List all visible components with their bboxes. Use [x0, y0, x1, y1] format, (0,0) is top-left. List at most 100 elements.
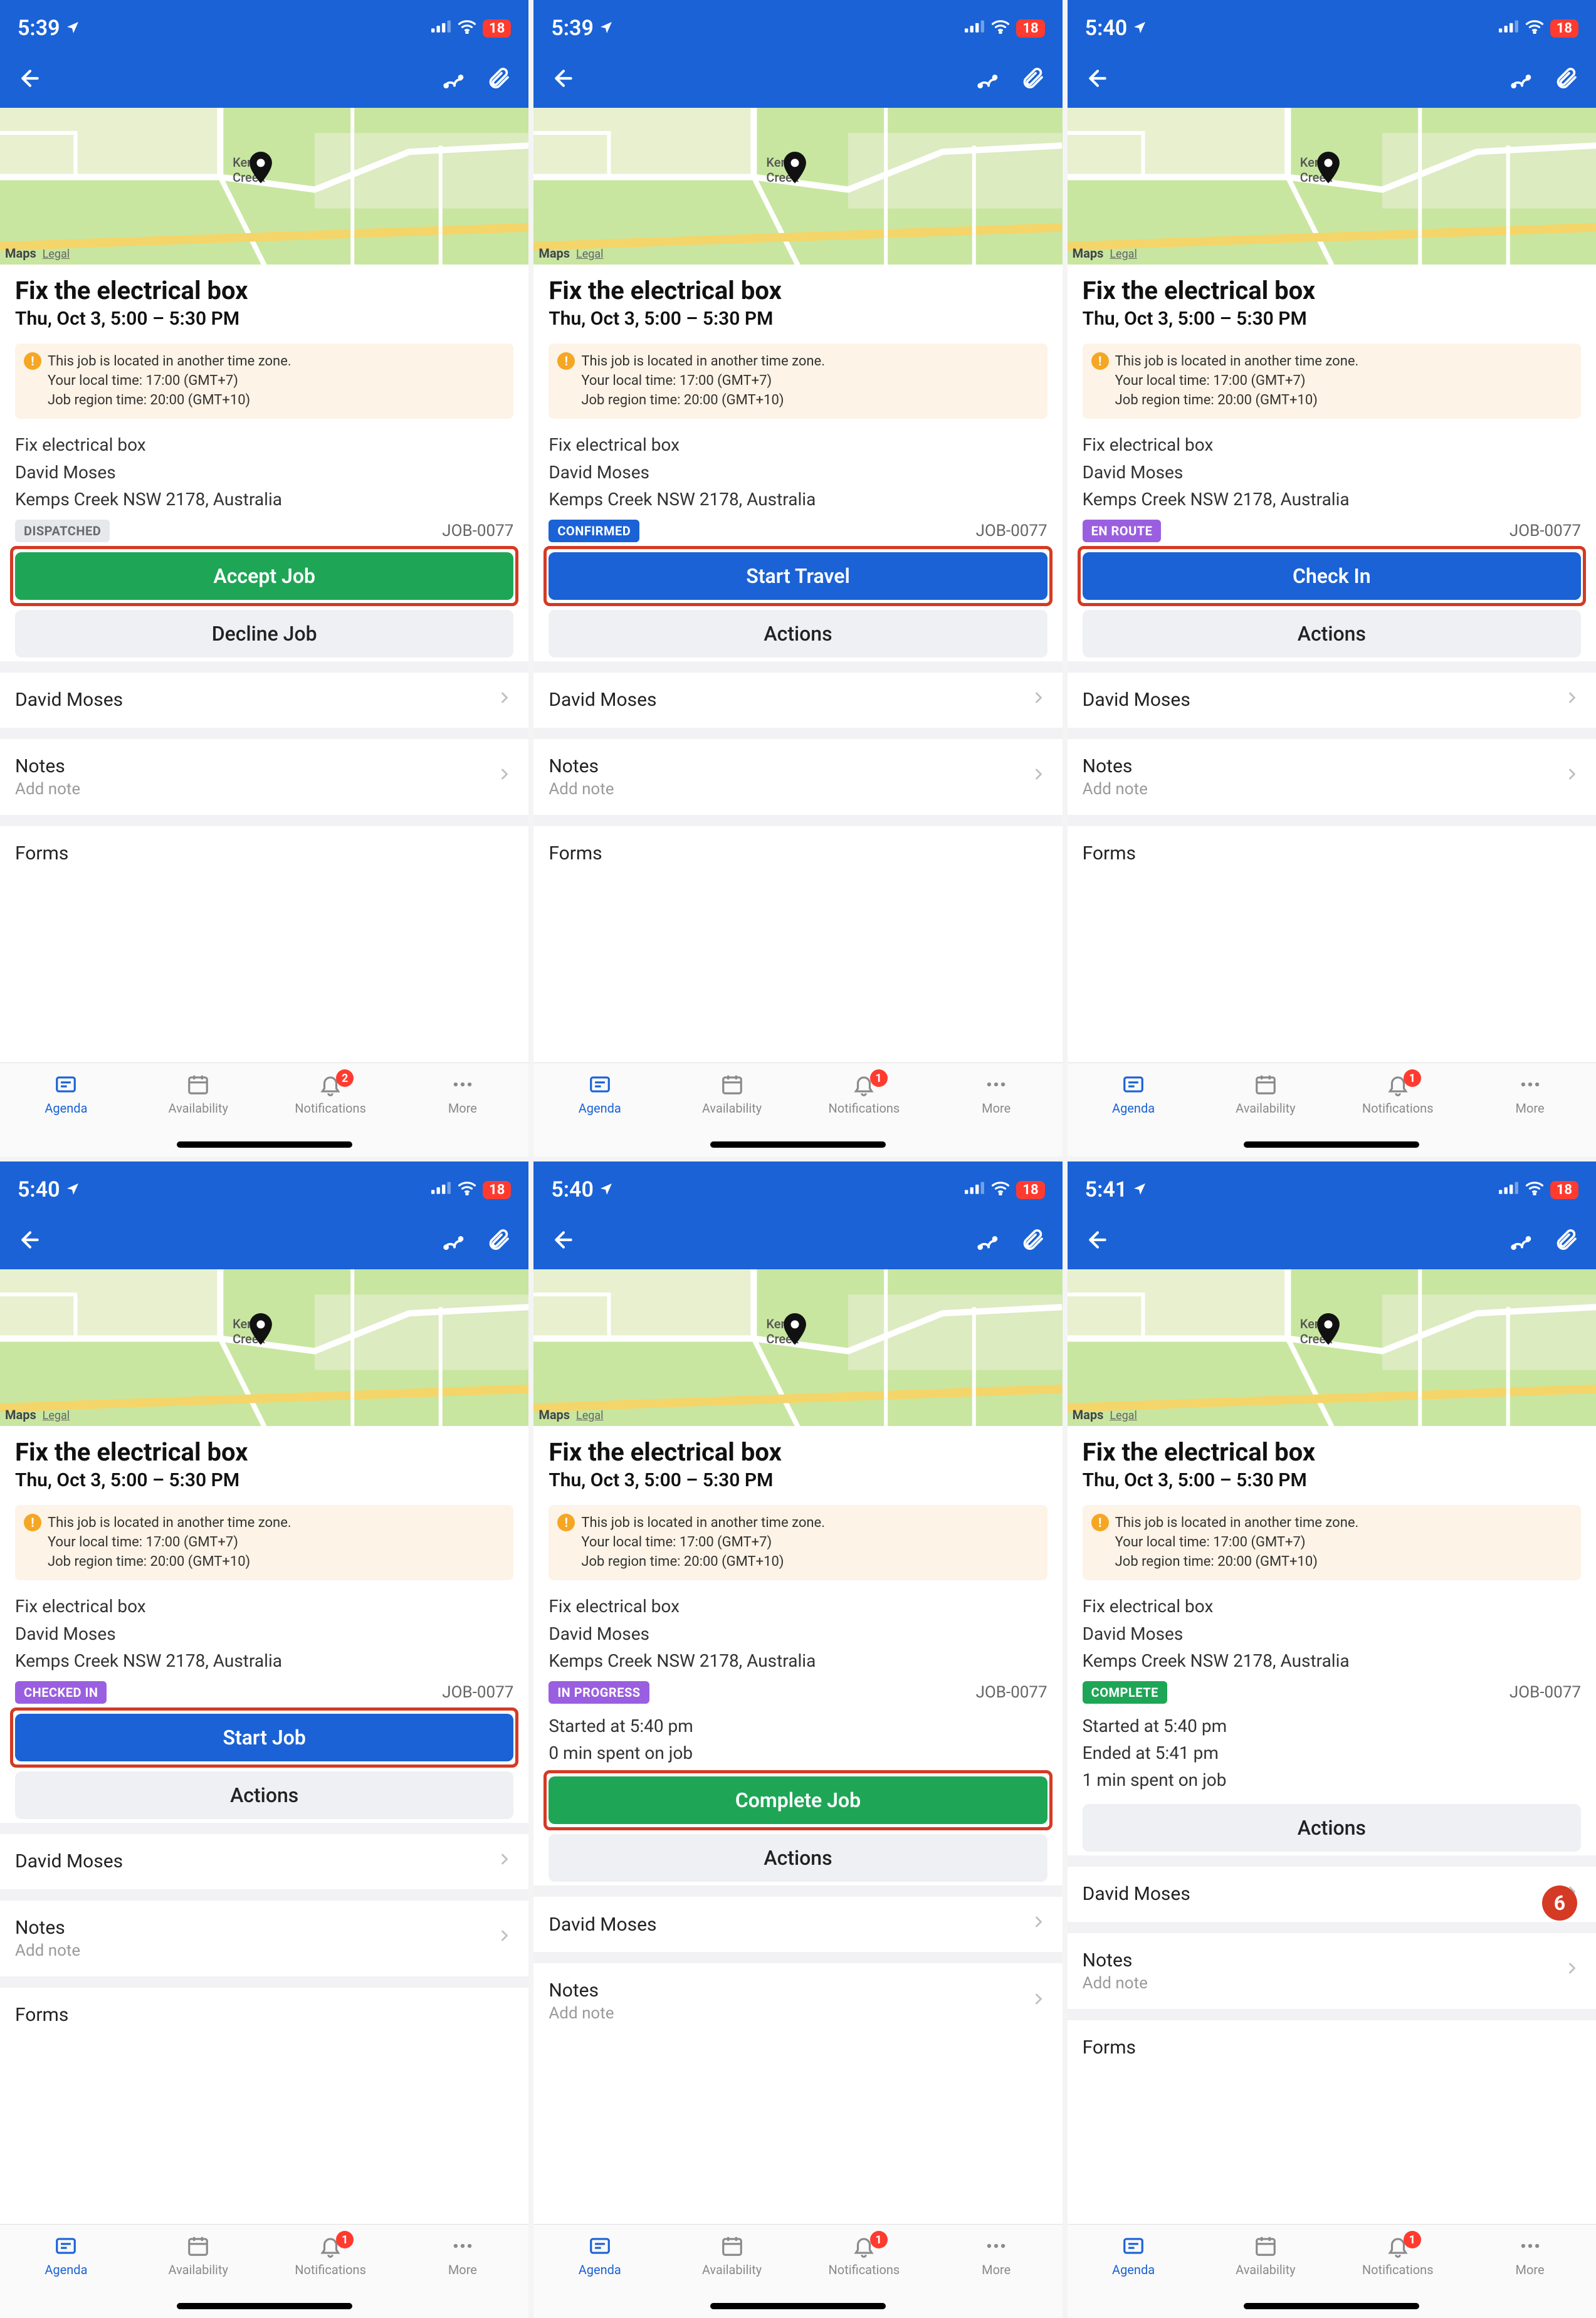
primary-action-button[interactable]: Complete Job	[549, 1776, 1047, 1824]
notes-placeholder: Add note	[1083, 1974, 1148, 1993]
chevron-right-icon	[1030, 1990, 1047, 2013]
contact-name: David Moses	[549, 689, 656, 711]
attachment-icon[interactable]	[486, 66, 511, 93]
route-icon[interactable]	[442, 1227, 467, 1255]
notes-placeholder: Add note	[15, 780, 80, 799]
tab-agenda[interactable]: Agenda	[547, 2233, 653, 2277]
secondary-action-button[interactable]: Actions	[1083, 610, 1581, 658]
location-arrow-icon	[599, 1177, 614, 1202]
attachment-icon[interactable]	[486, 1227, 511, 1255]
back-button[interactable]	[1085, 66, 1110, 93]
contact-row[interactable]: David Moses	[0, 1834, 528, 1889]
tab-more[interactable]: More	[943, 2233, 1049, 2277]
map-preview[interactable]: KempsCreek Maps Legal	[533, 1269, 1062, 1426]
attachment-icon[interactable]	[1020, 66, 1045, 93]
tab-availability[interactable]: Availability	[679, 1072, 785, 1116]
location-arrow-icon	[65, 1177, 80, 1202]
route-icon[interactable]	[976, 66, 1001, 93]
tab-availability[interactable]: Availability	[1213, 1072, 1319, 1116]
tab-more[interactable]: More	[410, 2233, 516, 2277]
tab-notifications[interactable]: 2 Notifications	[278, 1072, 384, 1116]
route-icon[interactable]	[1509, 1227, 1535, 1255]
screenshot-2: 5:39 18 KempsCreek	[533, 0, 1062, 1156]
attachment-icon[interactable]	[1553, 66, 1578, 93]
map-preview[interactable]: KempsCreek Maps Legal	[0, 1269, 528, 1426]
job-title: Fix the electrical box	[1083, 1437, 1581, 1467]
job-schedule: Thu, Oct 3, 5:00 – 5:30 PM	[1083, 1469, 1581, 1491]
route-icon[interactable]	[976, 1227, 1001, 1255]
attachment-icon[interactable]	[1020, 1227, 1045, 1255]
secondary-action-button[interactable]: Actions	[15, 1771, 513, 1819]
tab-more[interactable]: More	[1477, 1072, 1583, 1116]
notes-label: Notes	[549, 1980, 614, 2001]
back-button[interactable]	[1085, 1227, 1110, 1255]
notes-row[interactable]: Notes Add note	[533, 739, 1062, 815]
notes-row[interactable]: Notes Add note	[0, 1901, 528, 1976]
notes-row[interactable]: Notes Add note	[533, 1963, 1062, 2039]
tab-notifications[interactable]: 1 Notifications	[1345, 1072, 1451, 1116]
tab-notifications[interactable]: 1 Notifications	[1345, 2233, 1451, 2277]
tab-notifications-label: Notifications	[295, 1101, 366, 1116]
attachment-icon[interactable]	[1553, 1227, 1578, 1255]
forms-row[interactable]: Forms	[0, 826, 528, 873]
tab-agenda[interactable]: Agenda	[13, 1072, 119, 1116]
contact-row[interactable]: David Moses	[533, 1897, 1062, 1952]
notes-row[interactable]: Notes Add note	[1068, 739, 1596, 815]
map-attribution: Maps Legal	[5, 1407, 70, 1422]
tab-more[interactable]: More	[943, 1072, 1049, 1116]
route-icon[interactable]	[442, 66, 467, 93]
secondary-action-button[interactable]: Actions	[549, 1834, 1047, 1882]
contact-row[interactable]: David Moses	[0, 673, 528, 728]
map-preview[interactable]: KempsCreek Maps Legal	[533, 108, 1062, 265]
signal-icon	[965, 19, 985, 38]
timezone-banner: ! This job is located in another time zo…	[15, 1505, 513, 1580]
route-icon[interactable]	[1509, 66, 1535, 93]
tab-agenda[interactable]: Agenda	[547, 1072, 653, 1116]
primary-action-button[interactable]: Check In	[1083, 552, 1581, 600]
primary-action-button[interactable]: Start Job	[15, 1714, 513, 1761]
status-bar: 5:40 18	[0, 1162, 528, 1213]
map-preview[interactable]: KempsCreek Maps Legal	[1068, 1269, 1596, 1426]
tab-notifications[interactable]: 1 Notifications	[811, 2233, 917, 2277]
primary-action-button[interactable]: Start Travel	[549, 552, 1047, 600]
tab-availability[interactable]: Availability	[679, 2233, 785, 2277]
tab-agenda[interactable]: Agenda	[1081, 1072, 1187, 1116]
contact-row[interactable]: David Moses	[1068, 1867, 1596, 1922]
tab-availability[interactable]: Availability	[145, 2233, 251, 2277]
secondary-action-button[interactable]: Actions	[1083, 1804, 1581, 1852]
nav-bar	[533, 1213, 1062, 1269]
tab-availability[interactable]: Availability	[1213, 2233, 1319, 2277]
job-title: Fix the electrical box	[549, 276, 1047, 305]
status-bar: 5:40 18	[533, 1162, 1062, 1213]
forms-row[interactable]: Forms	[533, 826, 1062, 873]
tab-availability[interactable]: Availability	[145, 1072, 251, 1116]
tab-more[interactable]: More	[410, 1072, 516, 1116]
status-bar: 5:41 18	[1068, 1162, 1596, 1213]
contact-row[interactable]: David Moses	[533, 673, 1062, 728]
secondary-action-button[interactable]: Actions	[549, 610, 1047, 658]
notification-badge: 1	[1404, 2231, 1421, 2248]
back-button[interactable]	[18, 1227, 43, 1255]
chevron-right-icon	[496, 1850, 513, 1873]
map-preview[interactable]: KempsCreek Maps Legal	[1068, 108, 1596, 265]
tab-agenda[interactable]: Agenda	[13, 2233, 119, 2277]
notes-row[interactable]: Notes Add note	[1068, 1933, 1596, 2009]
forms-row[interactable]: Forms	[0, 1988, 528, 2035]
back-button[interactable]	[551, 66, 576, 93]
forms-row[interactable]: Forms	[1068, 2020, 1596, 2067]
back-button[interactable]	[551, 1227, 576, 1255]
home-indicator	[710, 1141, 886, 1148]
notes-row[interactable]: Notes Add note	[0, 739, 528, 815]
forms-row[interactable]: Forms	[1068, 826, 1596, 873]
secondary-action-label: Actions	[230, 1783, 298, 1807]
tab-notifications[interactable]: 1 Notifications	[811, 1072, 917, 1116]
tab-agenda[interactable]: Agenda	[1081, 2233, 1187, 2277]
back-button[interactable]	[18, 66, 43, 93]
tab-notifications[interactable]: 1 Notifications	[278, 2233, 384, 2277]
tab-more[interactable]: More	[1477, 2233, 1583, 2277]
primary-action-button[interactable]: Accept Job	[15, 552, 513, 600]
battery-badge: 18	[483, 19, 511, 38]
secondary-action-button[interactable]: Decline Job	[15, 610, 513, 658]
contact-row[interactable]: David Moses	[1068, 673, 1596, 728]
map-preview[interactable]: KempsCreek Maps Legal	[0, 108, 528, 265]
